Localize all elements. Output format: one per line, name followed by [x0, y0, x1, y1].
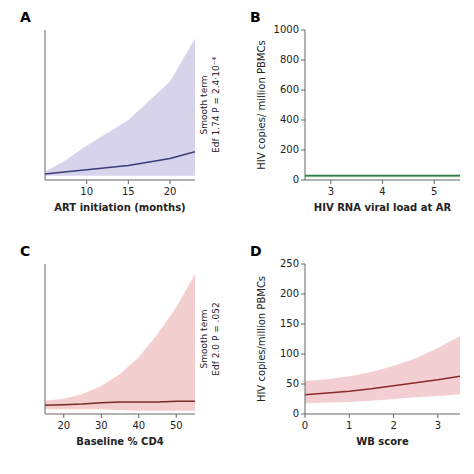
- y-tick: [301, 264, 305, 265]
- y-tick: [301, 414, 305, 415]
- y-tick: [301, 384, 305, 385]
- y-tick: [301, 324, 305, 325]
- panel-label: B: [250, 9, 261, 25]
- x-tick-label: 2: [390, 420, 396, 431]
- line: [45, 401, 195, 405]
- x-axis-label: WB score: [356, 436, 409, 447]
- annotation: Smooth termEdf 2.0 P = .052: [199, 302, 221, 375]
- confidence-band: [305, 336, 460, 403]
- x-tick: [170, 180, 171, 184]
- y-tick-label: 800: [280, 54, 299, 65]
- x-tick-label: 5: [431, 186, 437, 197]
- panel: 20 30 40 50 Baseline % CD4 C Smooth termEdf 2.…: [20, 243, 221, 447]
- x-tick: [101, 414, 102, 418]
- y-tick: [301, 294, 305, 295]
- y-tick-label: 0: [293, 408, 299, 419]
- y-tick-label: 200: [280, 288, 299, 299]
- x-tick: [382, 180, 383, 184]
- x-tick-label: 50: [170, 420, 183, 431]
- y-tick-label: 600: [280, 84, 299, 95]
- y-tick: [301, 90, 305, 91]
- x-tick: [349, 414, 350, 418]
- y-tick-label: 100: [280, 348, 299, 359]
- y-tick-label: 50: [286, 378, 299, 389]
- x-tick: [138, 414, 139, 418]
- x-tick-label: 15: [122, 186, 135, 197]
- confidence-band: [45, 274, 195, 411]
- x-tick-label: 20: [57, 420, 70, 431]
- plot-area: [305, 336, 460, 403]
- y-tick-label: 150: [280, 318, 299, 329]
- line: [45, 152, 195, 174]
- confidence-band: [305, 174, 460, 177]
- y-axis-line: [305, 30, 306, 180]
- plot-area: [305, 174, 460, 177]
- x-axis-line: [45, 180, 195, 181]
- y-axis-label: HIV copies/ million PBMCs: [256, 40, 267, 169]
- y-tick-label: 1000: [274, 24, 299, 35]
- panel: 3 4 5 0 200 400 600 800 1000 HIV RNA viral load a…: [250, 9, 460, 213]
- x-tick-label: 1: [346, 420, 352, 431]
- y-tick: [301, 150, 305, 151]
- line: [305, 175, 460, 177]
- x-tick: [437, 414, 438, 418]
- x-tick-label: 10: [80, 186, 93, 197]
- x-tick: [305, 414, 306, 418]
- x-tick-label: 20: [164, 186, 177, 197]
- x-tick-label: 0: [302, 420, 308, 431]
- y-axis-line: [305, 264, 306, 414]
- x-axis-label: ART initiation (months): [54, 202, 185, 213]
- x-tick-label: 3: [328, 186, 334, 197]
- x-axis-label: HIV RNA viral load at AR: [314, 202, 452, 213]
- figure: 101520ART initiation (months)ASmooth ter…: [0, 0, 474, 474]
- x-axis-line: [45, 414, 195, 415]
- x-tick: [393, 414, 394, 418]
- y-tick-label: 0: [293, 174, 299, 185]
- line: [305, 376, 460, 395]
- x-axis-line: [305, 414, 460, 415]
- y-tick: [301, 180, 305, 181]
- plot-area: [45, 274, 195, 411]
- y-tick-label: 200: [280, 144, 299, 155]
- x-tick: [128, 180, 129, 184]
- y-tick: [301, 120, 305, 121]
- panel: 0 1 2 3 0 50 100 150 200 250 WB score HIV copies/mi…: [250, 243, 460, 447]
- x-tick: [86, 180, 87, 184]
- panel: 10 15 20 ART initiation (months) A Smooth ter…: [20, 9, 221, 213]
- x-tick: [330, 180, 331, 184]
- y-axis-line: [45, 264, 46, 414]
- x-tick: [63, 414, 64, 418]
- x-tick-label: 30: [95, 420, 108, 431]
- y-tick: [301, 60, 305, 61]
- x-tick-label: 4: [379, 186, 385, 197]
- panel-label: D: [250, 243, 262, 259]
- plot-area: [45, 39, 195, 176]
- y-tick: [301, 354, 305, 355]
- y-tick: [301, 30, 305, 31]
- x-axis-label: Baseline % CD4: [76, 436, 163, 447]
- y-axis-line: [45, 30, 46, 180]
- x-tick: [434, 180, 435, 184]
- x-tick-label: 3: [435, 420, 441, 431]
- confidence-band: [45, 39, 195, 176]
- x-tick-label: 40: [132, 420, 145, 431]
- panel-label: A: [20, 9, 31, 25]
- annotation: Smooth termEdf 1.74 P = 2.4·10⁻⁴: [199, 57, 221, 153]
- x-tick: [176, 414, 177, 418]
- y-tick-label: 400: [280, 114, 299, 125]
- y-axis-label: HIV copies/million PBMCs: [256, 276, 267, 402]
- y-tick-label: 250: [280, 258, 299, 269]
- panel-label: C: [20, 243, 30, 259]
